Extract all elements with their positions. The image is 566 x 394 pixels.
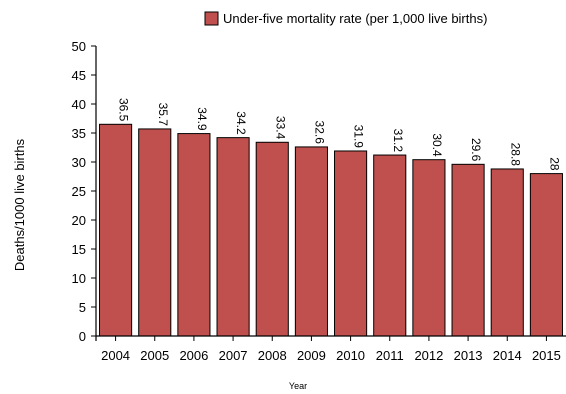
bar-2009 [294, 146, 328, 337]
data-label-2011: 31.2 [391, 129, 405, 153]
bar-2005 [138, 128, 172, 337]
bar-2006 [177, 133, 211, 337]
x-tick-label-2015: 2015 [532, 348, 561, 363]
x-tick-label-2011: 2011 [376, 348, 404, 363]
legend-label: Under-five mortality rate (per 1,000 liv… [223, 11, 487, 26]
data-label-2009: 32.6 [312, 121, 326, 145]
y-axis-title: Deaths/1000 live births [12, 138, 27, 271]
y-tick-label: 25 [72, 184, 86, 199]
x-axis-title: Year [289, 381, 307, 391]
data-label-2005: 35.7 [156, 103, 170, 127]
y-tick-label: 45 [72, 68, 86, 83]
y-tick-label: 40 [72, 97, 86, 112]
bar-2010 [334, 150, 368, 337]
x-tick-label-2008: 2008 [258, 348, 287, 363]
bars-group [99, 123, 563, 337]
data-label-2006: 34.9 [195, 107, 209, 131]
bar-2004 [99, 123, 133, 337]
data-label-2015: 28 [547, 157, 561, 171]
legend: Under-five mortality rate (per 1,000 liv… [204, 11, 487, 26]
y-tick-label: 30 [72, 155, 86, 170]
data-label-2014: 28.8 [508, 143, 522, 167]
y-tick-label: 20 [72, 213, 86, 228]
y-tick-label: 50 [72, 39, 86, 54]
x-tick-label-2009: 2009 [297, 348, 326, 363]
legend-swatch [204, 11, 219, 26]
x-tick-label-2007: 2007 [219, 348, 248, 363]
x-tick-label-2012: 2012 [414, 348, 443, 363]
x-tick-label-2010: 2010 [336, 348, 365, 363]
x-tick-label-2006: 2006 [179, 348, 208, 363]
bar-2012 [412, 159, 446, 337]
y-tick-label: 5 [79, 300, 86, 315]
x-tick-label-2005: 2005 [140, 348, 169, 363]
x-tick-label-2013: 2013 [454, 348, 483, 363]
bar-2015 [529, 173, 563, 337]
bar-2014 [490, 168, 524, 337]
data-label-2013: 29.6 [469, 138, 483, 162]
y-tick-label: 15 [72, 242, 86, 257]
y-tick-label: 10 [72, 271, 86, 286]
x-tick-label-2004: 2004 [101, 348, 130, 363]
y-tick-label: 35 [72, 126, 86, 141]
data-label-2010: 31.9 [352, 125, 366, 149]
x-tick-label-2014: 2014 [493, 348, 522, 363]
data-label-2004: 36.5 [117, 98, 131, 122]
data-label-2007: 34.2 [234, 111, 248, 135]
bar-2008 [255, 141, 289, 337]
y-axis: 0 5 10 15 20 25 30 35 40 45 50 [72, 39, 97, 344]
y-tick-label: 0 [79, 329, 86, 344]
bar-2007 [216, 137, 250, 337]
x-axis: 2004 2005 2006 2007 2008 2009 2010 2011 2012 2013… [96, 335, 566, 363]
data-label-2008: 33.4 [273, 116, 287, 140]
bar-2013 [451, 163, 485, 337]
bar-2011 [373, 154, 407, 337]
data-labels-group: 36.5 35.7 34.9 34.2 33.4 32.6 31.9 31.2 30.4 29.6… [117, 98, 562, 171]
data-label-2012: 30.4 [430, 133, 444, 157]
